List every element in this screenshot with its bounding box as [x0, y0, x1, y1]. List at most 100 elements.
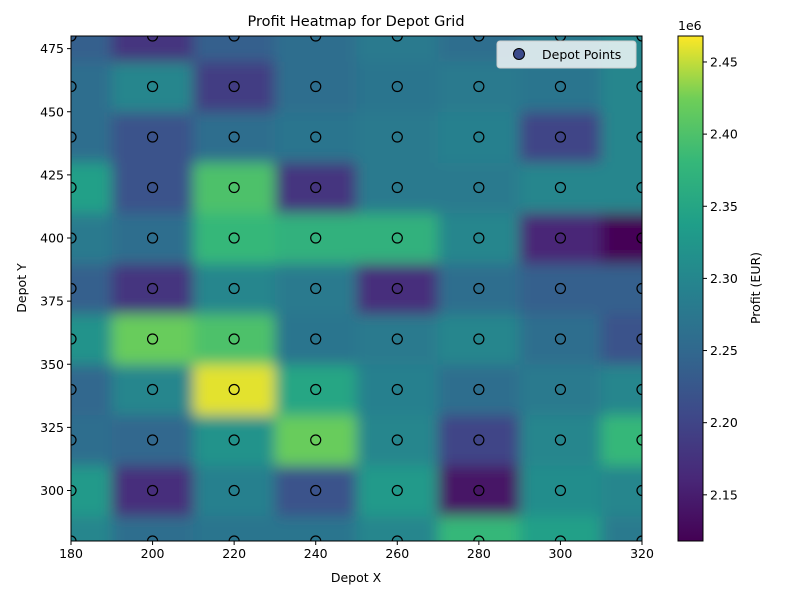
heatmap-cell	[356, 414, 439, 466]
heatmap-cell	[601, 263, 642, 315]
depot-point	[391, 80, 403, 93]
depot-point	[391, 434, 403, 446]
heatmap-cell	[601, 162, 642, 214]
heatmap-cell	[519, 313, 602, 365]
heatmap-cell	[438, 414, 521, 466]
colorbar: 1e6 2.15 2.20 2.25 2.30 2.35 2.40 2.45 Profit …	[677, 18, 763, 542]
colorbar-label: Profit (EUR)	[748, 252, 763, 324]
x-tick-label: 240	[304, 546, 328, 561]
depot-point	[71, 434, 77, 446]
heatmap-cell	[274, 364, 357, 416]
heatmap-cell	[71, 162, 113, 214]
y-tick-label: 425	[40, 167, 64, 182]
heatmap-cell	[519, 212, 602, 264]
heatmap-cell	[274, 111, 357, 163]
y-tick-label: 475	[40, 41, 64, 56]
depot-point	[228, 484, 240, 497]
heatmap-cell	[71, 414, 113, 466]
x-tick-label: 280	[467, 546, 491, 561]
depot-point	[554, 535, 567, 541]
depot-point	[636, 333, 642, 345]
heatmap-cell	[71, 465, 113, 517]
colorbar-tick-label: 2.40	[710, 127, 738, 142]
depot-point	[310, 80, 322, 93]
depot-point	[146, 80, 159, 93]
heatmap-cell	[193, 162, 276, 214]
depot-point	[473, 232, 485, 244]
heatmap-cell	[274, 263, 357, 315]
depot-point	[636, 484, 642, 497]
heatmap-cell	[601, 111, 642, 163]
y-tick-label: 400	[40, 231, 64, 246]
depot-point	[310, 232, 322, 244]
depot-point	[473, 131, 485, 143]
y-tick-label: 300	[40, 483, 64, 498]
y-axis-label: Depot Y	[14, 263, 29, 313]
depot-point	[310, 383, 322, 396]
depot-point	[554, 434, 567, 446]
heatmap-cell	[193, 414, 276, 466]
heatmap-cell	[71, 61, 113, 113]
heatmap-cell	[71, 212, 113, 264]
depot-point	[228, 131, 240, 143]
heatmap-cell	[438, 61, 521, 113]
heatmap-cell	[193, 515, 276, 541]
heatmap-cell	[356, 36, 439, 62]
heatmap-cell	[356, 465, 439, 517]
colorbar-tick-label: 2.35	[710, 199, 738, 214]
depot-point	[554, 232, 567, 244]
depot-point	[391, 333, 403, 345]
depot-point	[554, 333, 567, 345]
heatmap-cell	[111, 414, 194, 466]
heatmap-cell	[111, 364, 194, 416]
depot-point	[146, 484, 159, 497]
heatmap-cell	[71, 313, 113, 365]
heatmap-cell	[193, 111, 276, 163]
heatmap-cell	[438, 263, 521, 315]
depot-point	[473, 484, 485, 497]
colorbar-exponent: 1e6	[678, 18, 702, 33]
colorbar-tick-label: 2.15	[710, 487, 738, 502]
depot-point	[71, 383, 77, 396]
heatmap-cell	[193, 212, 276, 264]
x-axis: 180 200 220 240 260 280 300 320	[59, 541, 654, 561]
depot-point	[391, 282, 403, 295]
depot-point	[473, 80, 485, 93]
depot-point	[71, 282, 77, 295]
heatmap-cell	[274, 162, 357, 214]
x-tick-label: 220	[222, 546, 246, 561]
depot-point	[228, 333, 240, 345]
depot-point	[71, 181, 77, 194]
depot-point	[71, 232, 77, 244]
legend-marker-icon	[513, 48, 525, 60]
depot-point	[146, 232, 159, 244]
x-axis-label: Depot X	[331, 570, 382, 585]
depot-point	[310, 131, 322, 143]
depot-point	[473, 333, 485, 345]
heatmap-cell	[111, 61, 194, 113]
depot-point	[391, 36, 403, 42]
depot-point	[146, 131, 159, 143]
colorbar-gradient	[678, 36, 703, 541]
depot-point	[636, 232, 642, 244]
depot-point	[228, 80, 240, 93]
y-axis: 300 325 350 375 400 425 450 475	[40, 41, 71, 498]
y-tick-label: 375	[40, 294, 64, 309]
heatmap-cell	[601, 515, 642, 541]
heatmap-cell	[601, 61, 642, 113]
heatmap-cell	[601, 313, 642, 365]
heatmap-cell	[111, 313, 194, 365]
heatmap-cell	[111, 212, 194, 264]
heatmap-cell	[356, 313, 439, 365]
depot-point	[228, 282, 240, 295]
x-tick-label: 260	[385, 546, 409, 561]
depot-point	[554, 383, 567, 396]
heatmap-cell	[111, 515, 194, 541]
depot-point	[71, 484, 77, 497]
heatmap-cell	[193, 61, 276, 113]
heatmap-cell	[274, 465, 357, 517]
y-tick-label: 325	[40, 420, 64, 435]
heatmap-cell	[71, 515, 113, 541]
x-tick-label: 300	[548, 546, 572, 561]
